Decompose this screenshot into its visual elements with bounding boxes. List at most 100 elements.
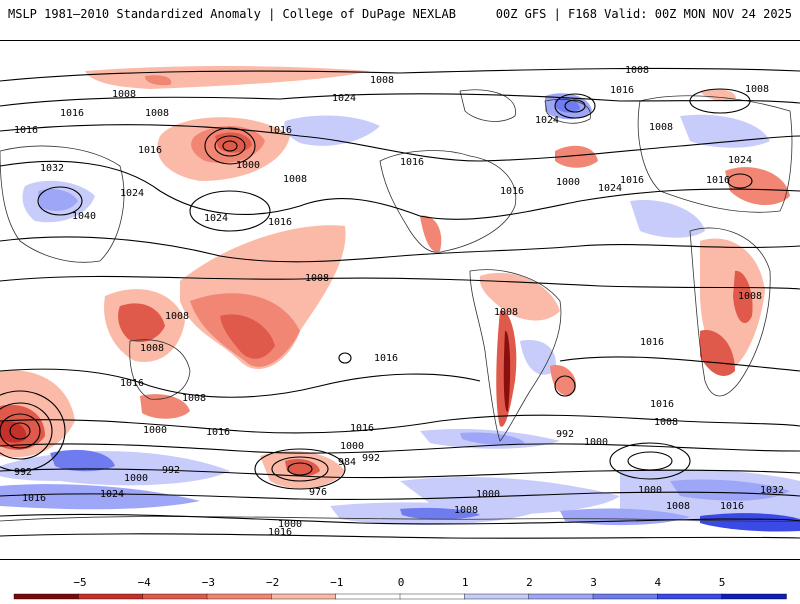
colorbar-segment [657,593,723,600]
colorbar-tick-label: −5 [73,576,86,589]
contour-label: 1008 [494,307,518,318]
contour-label: 1000 [476,489,500,500]
contour-label: 1008 [112,89,136,100]
contour-label: 992 [556,429,574,440]
anomaly-area [85,66,370,89]
anomaly-area [550,365,576,396]
contour-label: 1008 [140,343,164,354]
contour-label: 1008 [182,393,206,404]
anomaly-area [725,167,790,206]
contour-label: 1000 [584,437,608,448]
anomaly-area [0,420,27,443]
anomaly-area [670,479,790,501]
contour-label: 1008 [145,108,169,119]
anomaly-area [700,330,735,376]
coastlines [0,89,800,522]
contour-label: 1016 [706,175,730,186]
contour-label: 1000 [236,160,260,171]
contour-label: 1008 [738,291,762,302]
anomaly-area [420,215,442,252]
contour-labels: 1008 1008 1024 1016 1008 1016 1016 1016 … [14,65,784,538]
contour-label: 1016 [400,157,424,168]
colorbar-segment [464,593,530,600]
colorbar-segment [592,593,659,600]
contour-label: 1008 [654,417,678,428]
contour-label: 1024 [598,183,622,194]
contour-label: 1024 [204,213,228,224]
anomaly-area [215,132,252,153]
contour-label: 1000 [143,425,167,436]
anomaly-area [479,272,560,321]
contour-label: 1000 [278,519,302,530]
colorbar-segments [13,593,787,600]
colorbar-tick-label: 4 [654,576,661,589]
colorbar-segment [335,593,401,600]
contour-label: 1016 [350,423,374,434]
contour-label: 992 [362,453,380,464]
contour-label: 1016 [500,186,524,197]
contour-label: 1008 [454,505,478,516]
colorbar-segment [13,593,80,600]
contour-label: 1008 [305,273,329,284]
colorbar-segment [721,593,787,600]
anomaly-area [145,75,172,86]
colorbar-tick-label: 1 [462,576,469,589]
anomaly-area [284,115,380,146]
anomaly-area [38,189,78,211]
header: MSLP 1981–2010 Standardized Anomaly | Co… [0,0,800,36]
colorbar-tick-label: 0 [398,576,405,589]
colorbar-segment [78,593,144,600]
contour-label: 1008 [649,122,673,133]
anomaly-area [555,98,580,113]
anomaly-shading [0,66,800,532]
colorbar-tick-label: 2 [526,576,533,589]
anomaly-area [400,507,480,520]
contour-label: 1024 [120,188,144,199]
contour-label: 1040 [72,211,96,222]
contour-label: 1016 [374,353,398,364]
contour-label: 1016 [14,125,38,136]
colorbar-tick-label: 5 [719,576,726,589]
contour-label: 1016 [620,175,644,186]
anomaly-area [520,340,556,375]
contour-label: 1016 [640,337,664,348]
anomaly-area [680,114,770,148]
colorbar: −5 −4 −3 −2 −1 0 1 2 3 4 5 [0,570,800,600]
anomaly-area [733,270,753,324]
colorbar-segment [206,593,273,600]
contour-label: 976 [309,487,327,498]
contour-label: 984 [338,457,356,468]
colorbar-segment [271,593,337,600]
anomaly-map: 1008 1008 1024 1016 1008 1016 1016 1016 … [0,40,800,560]
contour-label: 1016 [206,427,230,438]
contour-label: 1016 [268,527,292,538]
colorbar-tick-label: 3 [590,576,597,589]
contour-label: 1016 [268,217,292,228]
anomaly-area [50,449,115,472]
contour-label: 1016 [138,145,162,156]
isobars [0,67,800,539]
anomaly-area [555,145,598,168]
contour-label: 1016 [120,378,144,389]
contour-label: 1016 [610,85,634,96]
contour-label: 1008 [625,65,649,76]
contour-label: 1024 [535,115,559,126]
contour-label: 1000 [638,485,662,496]
anomaly-area [0,484,200,510]
anomaly-area [220,314,275,359]
chart-title: MSLP 1981–2010 Standardized Anomaly | Co… [8,7,456,21]
contour-label: 1016 [720,501,744,512]
contour-label: 1008 [283,174,307,185]
colorbar-svg: −5 −4 −3 −2 −1 0 1 2 3 4 5 [13,576,787,600]
contour-label: 1024 [332,93,356,104]
anomaly-area [503,330,511,412]
anomaly-area [140,394,190,419]
contour-label: 1000 [124,473,148,484]
colorbar-tick-label: −2 [266,576,279,589]
contour-label: 1032 [760,485,784,496]
colorbar-tick-label: −3 [202,576,215,589]
contour-label: 1016 [650,399,674,410]
contour-label: 1000 [340,441,364,452]
anomaly-area [630,200,705,238]
contour-label: 1008 [666,501,690,512]
